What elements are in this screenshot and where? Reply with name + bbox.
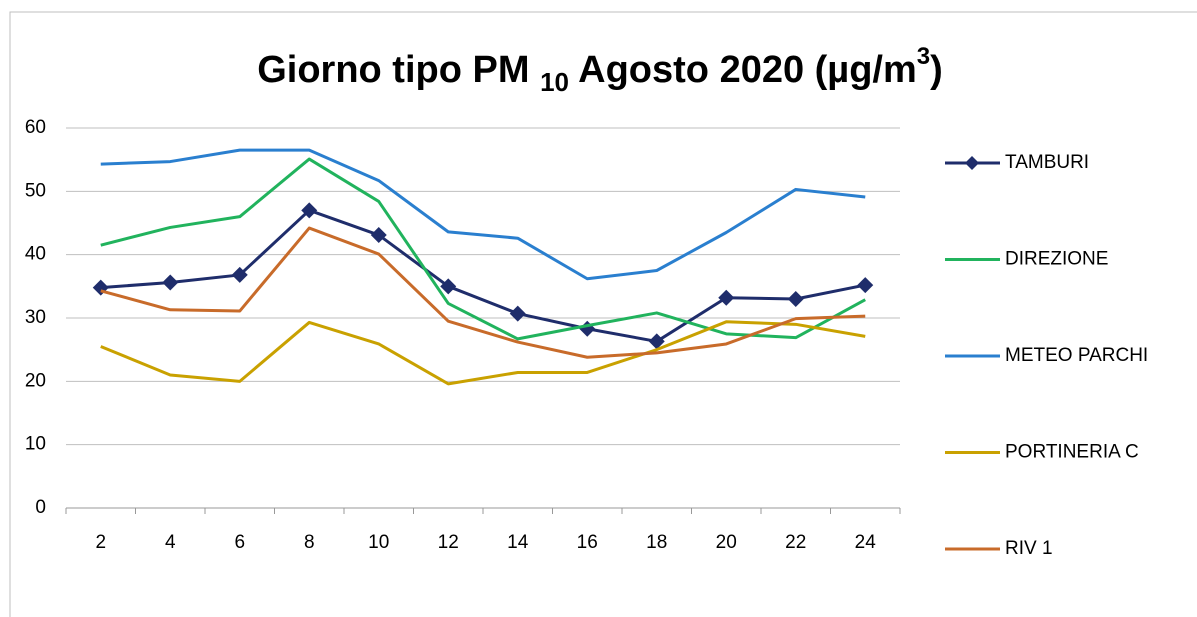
- x-tick-label: 18: [646, 532, 667, 553]
- title-sup: 3: [917, 43, 930, 70]
- title-main: Giorno tipo PM: [257, 49, 529, 91]
- title-rest: Agosto 2020 (µg/m: [578, 49, 917, 91]
- point-marker: [509, 305, 526, 322]
- series-line: [100, 226, 866, 359]
- series-line: [100, 320, 866, 386]
- title-end: ): [930, 49, 943, 91]
- y-tick-label: 30: [25, 307, 46, 328]
- y-tick-label: 20: [25, 370, 46, 391]
- point-marker: [648, 333, 665, 350]
- x-tick-label: 14: [507, 532, 529, 553]
- legend-label: DIREZIONE: [1005, 249, 1108, 270]
- chart-frame: [9, 11, 1197, 617]
- legend-marker: [965, 156, 979, 170]
- x-tick-label: 2: [95, 532, 106, 553]
- legend-label: RIV 1: [1005, 538, 1053, 559]
- y-tick-label: 0: [35, 497, 46, 518]
- title-sub: 10: [540, 67, 569, 97]
- point-marker: [162, 274, 179, 291]
- x-tick-label: 24: [855, 532, 877, 553]
- x-tick-label: 6: [234, 532, 245, 553]
- point-marker: [787, 291, 804, 307]
- series-line: [100, 148, 866, 281]
- point-marker: [370, 227, 387, 244]
- x-tick-label: 20: [716, 532, 737, 553]
- x-tick-label: 10: [368, 532, 389, 553]
- x-tick-label: 12: [438, 532, 459, 553]
- legend-label: METEO PARCHI: [1005, 345, 1148, 366]
- y-tick-label: 60: [25, 117, 46, 138]
- y-tick-label: 40: [25, 244, 46, 265]
- x-tick-label: 16: [577, 532, 598, 553]
- point-marker: [857, 277, 874, 294]
- series-line: [100, 157, 866, 341]
- point-marker: [440, 278, 457, 295]
- legend-label: TAMBURI: [1005, 152, 1089, 173]
- point-marker: [301, 202, 318, 219]
- point-marker: [718, 289, 735, 306]
- point-marker: [231, 266, 248, 283]
- series-line: [100, 208, 866, 343]
- y-tick-label: 50: [25, 180, 46, 201]
- y-tick-label: 10: [25, 434, 46, 455]
- chart-title: Giorno tipo PM 10 Agosto 2020 (µg/m3): [257, 43, 943, 103]
- legend-label: PORTINERIA C: [1005, 442, 1139, 463]
- x-tick-label: 22: [785, 532, 806, 553]
- x-tick-label: 4: [165, 532, 176, 553]
- x-tick-label: 8: [304, 532, 315, 553]
